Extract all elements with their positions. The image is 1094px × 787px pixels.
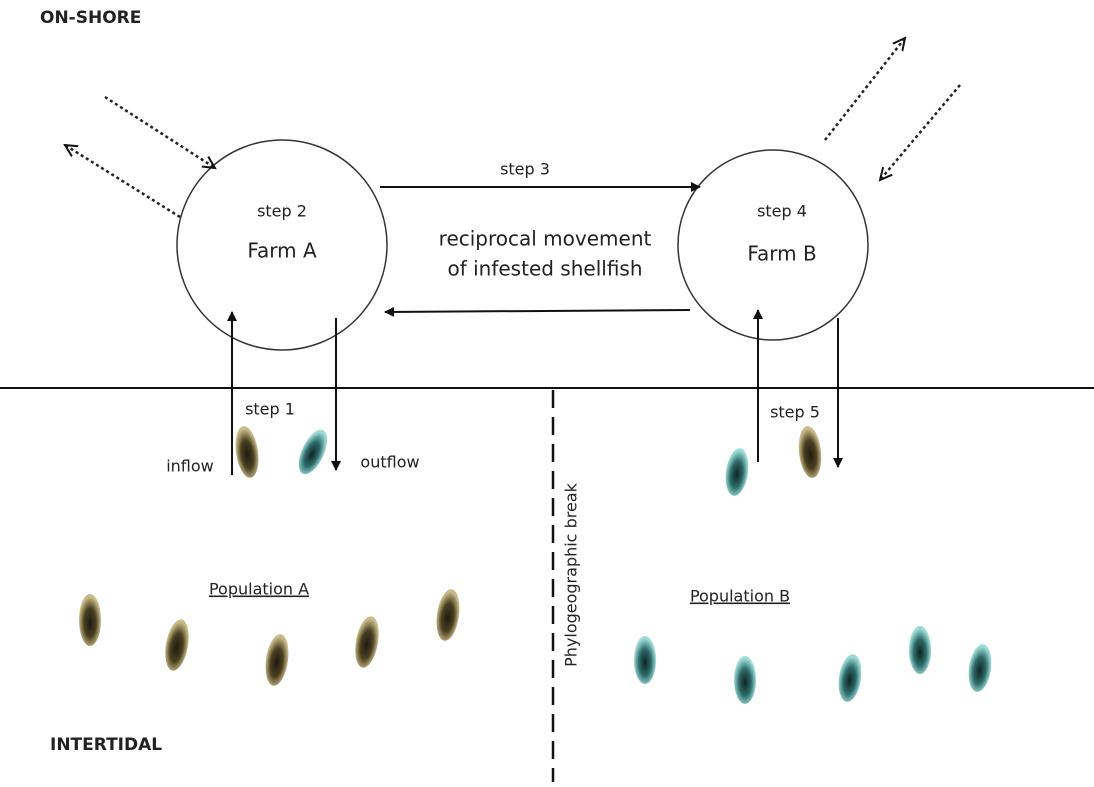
farm-node (176, 139, 388, 351)
step-label: step 2 (257, 202, 307, 221)
transfer-label: reciprocal movement (439, 227, 652, 251)
step-label: step 3 (500, 160, 550, 179)
step-label: step 4 (757, 202, 807, 221)
organism (798, 426, 822, 478)
organism (968, 644, 992, 692)
organism (734, 656, 756, 704)
dotted-arrow (104, 95, 215, 168)
organism (909, 626, 931, 674)
organism (838, 654, 862, 702)
organism (298, 429, 328, 475)
organism (265, 634, 289, 686)
arrow (384, 306, 691, 317)
transfer-label: of infested shellfish (447, 257, 642, 281)
flow-label: outflow (360, 453, 419, 472)
step-label: step 5 (770, 403, 820, 422)
organism (355, 616, 379, 668)
organism (436, 589, 460, 641)
break-label: Phylogeographic break (562, 482, 581, 666)
node-label: Farm A (247, 239, 317, 263)
dotted-arrow (65, 145, 181, 219)
node-label: Farm B (747, 242, 816, 266)
population-label: Population A (209, 580, 309, 599)
organism (79, 594, 101, 646)
organism (634, 636, 656, 684)
organisms (79, 426, 992, 704)
population-label: Population B (690, 587, 790, 606)
dotted-arrow (880, 84, 961, 180)
organism (725, 448, 749, 496)
flow-label: inflow (166, 457, 214, 476)
organism (235, 426, 259, 478)
dotted-arrow (824, 38, 905, 141)
zone-label: INTERTIDAL (50, 735, 162, 755)
step-label: step 1 (245, 400, 295, 419)
organism (165, 619, 189, 671)
zone-label: ON-SHORE (40, 8, 141, 28)
farm-node (677, 149, 869, 341)
